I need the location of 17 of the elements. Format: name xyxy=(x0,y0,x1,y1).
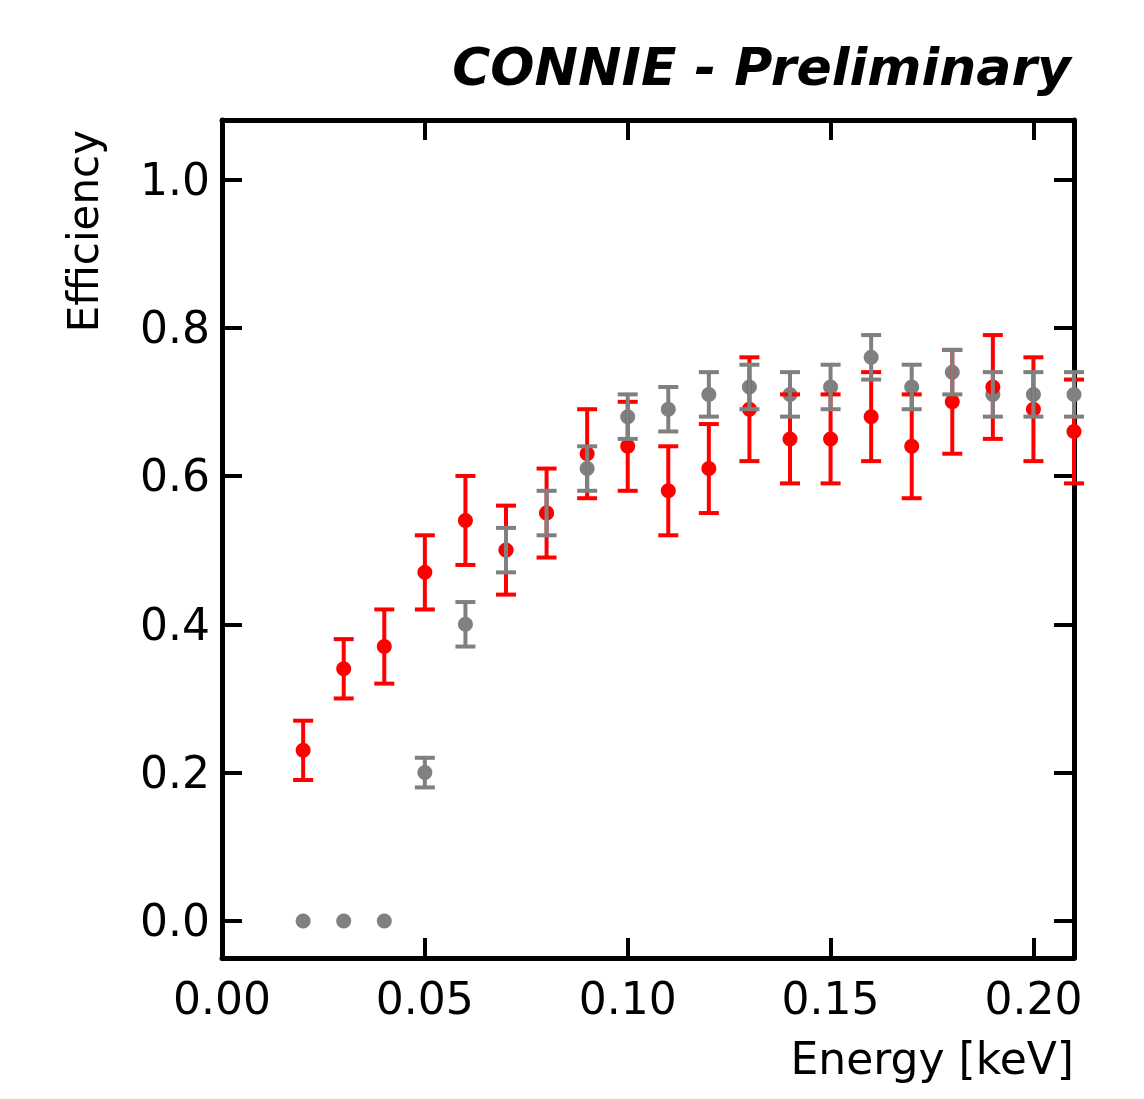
x-tick-label: 0.00 xyxy=(173,972,271,1024)
chart-title: CONNIE - Preliminary xyxy=(452,37,1074,97)
point xyxy=(295,913,311,929)
point xyxy=(336,913,352,929)
x-axis-title: Energy [keV] xyxy=(790,1032,1074,1084)
y-axis-title: Efficiency xyxy=(58,130,108,333)
y-tick-label: 0.8 xyxy=(140,302,210,354)
y-tick-label: 0.2 xyxy=(140,747,210,799)
y-tick-label: 0.6 xyxy=(140,450,210,502)
x-tick-label: 0.05 xyxy=(375,972,474,1024)
y-tick-label: 0.4 xyxy=(140,598,210,650)
x-tick-label: 0.10 xyxy=(578,972,677,1024)
y-tick-label: 1.0 xyxy=(140,153,210,205)
point xyxy=(376,913,392,929)
x-tick-label: 0.20 xyxy=(984,972,1083,1024)
x-tick-label: 0.15 xyxy=(781,972,880,1024)
y-tick-label: 0.0 xyxy=(140,895,210,947)
